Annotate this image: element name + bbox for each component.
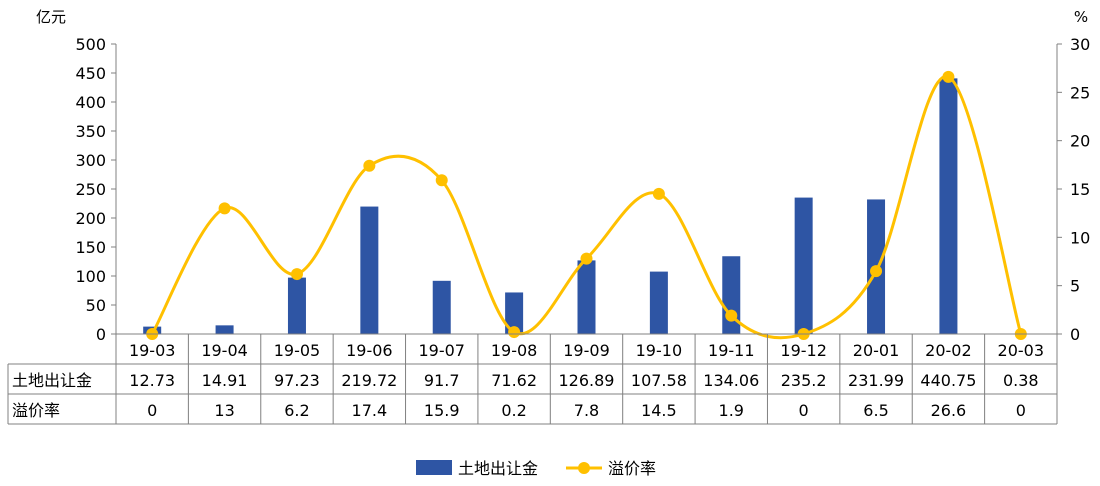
legend-line-marker [578, 462, 590, 474]
bar [360, 206, 379, 334]
right-tick-label: 30 [1070, 35, 1090, 54]
bar [215, 325, 234, 334]
right-axis: 0 5 10 15 20 25 30 [1056, 35, 1090, 344]
legend-bar-swatch [416, 460, 452, 475]
right-tick-label: 10 [1070, 228, 1090, 247]
table-cell: 235.2 [781, 371, 827, 390]
table-cell: 0.38 [1003, 371, 1039, 390]
category-label: 19-08 [491, 341, 538, 360]
legend-line-label: 溢价率 [608, 459, 656, 478]
left-tick-label: 400 [75, 93, 106, 112]
table-cell: 107.58 [631, 371, 687, 390]
left-axis: 0 50 100 150 200 250 300 350 400 450 500 [75, 35, 117, 344]
right-axis-unit: % [1074, 8, 1088, 26]
category-label: 19-11 [708, 341, 755, 360]
table-cell: 0 [147, 401, 157, 420]
bar [939, 78, 958, 335]
category-label: 19-09 [563, 341, 610, 360]
left-tick-label: 300 [75, 151, 106, 170]
table-cell: 91.7 [424, 371, 460, 390]
bar [287, 277, 306, 334]
right-tick-label: 15 [1070, 180, 1090, 199]
line-point [218, 202, 231, 215]
table-cell: 6.5 [863, 401, 888, 420]
table-cell: 231.99 [848, 371, 904, 390]
right-tick-label: 0 [1070, 325, 1080, 344]
table-cell: 71.62 [491, 371, 537, 390]
left-tick-label: 200 [75, 209, 106, 228]
category-label: 19-12 [780, 341, 827, 360]
table-cell: 14.5 [641, 401, 677, 420]
legend: 土地出让金 溢价率 [416, 459, 656, 478]
category-label: 20-03 [998, 341, 1045, 360]
left-tick-label: 450 [75, 64, 106, 83]
bar [794, 197, 813, 334]
table-cell: 26.6 [931, 401, 967, 420]
category-label: 19-04 [201, 341, 248, 360]
category-label: 19-05 [274, 341, 321, 360]
table-cell: 1.9 [719, 401, 744, 420]
line-point [363, 159, 376, 172]
left-tick-label: 100 [75, 267, 106, 286]
line-point [435, 174, 448, 187]
left-tick-label: 350 [75, 122, 106, 141]
left-tick-label: 250 [75, 180, 106, 199]
left-axis-unit: 亿元 [36, 8, 66, 26]
table-cell: 15.9 [424, 401, 460, 420]
right-tick-label: 5 [1070, 277, 1080, 296]
right-tick-label: 20 [1070, 132, 1090, 151]
data-table: 19-03 19-04 19-05 19-06 19-07 19-08 19-09 19-10… [7, 333, 1058, 425]
line-point [580, 252, 593, 265]
bar [505, 292, 524, 334]
line-point [508, 326, 521, 339]
table-cell: 7.8 [574, 401, 599, 420]
left-tick-label: 500 [75, 35, 106, 54]
left-tick-label: 50 [86, 296, 106, 315]
bar [649, 271, 668, 334]
table-cell: 134.06 [703, 371, 759, 390]
table-cell: 126.89 [559, 371, 615, 390]
table-cell: 219.72 [341, 371, 397, 390]
legend-bar-label: 土地出让金 [458, 459, 538, 478]
table-cell: 13 [214, 401, 234, 420]
category-label: 19-10 [636, 341, 683, 360]
line-point [290, 268, 303, 281]
right-tick-label: 25 [1070, 83, 1090, 102]
category-label: 20-02 [925, 341, 972, 360]
category-label: 19-06 [346, 341, 393, 360]
bar [577, 260, 596, 334]
table-cell: 0 [1016, 401, 1026, 420]
table-cell: 17.4 [352, 401, 388, 420]
bar-series [143, 78, 1030, 335]
line-point [942, 70, 955, 83]
table-cell: 12.73 [129, 371, 175, 390]
table-cell: 440.75 [920, 371, 976, 390]
table-cell: 0 [799, 401, 809, 420]
category-label: 19-03 [129, 341, 176, 360]
category-label: 20-01 [853, 341, 900, 360]
line-point [870, 265, 883, 278]
left-tick-label: 150 [75, 238, 106, 257]
line-point [725, 309, 738, 322]
left-tick-label: 0 [96, 325, 106, 344]
table-cell: 0.2 [501, 401, 526, 420]
category-label: 19-07 [418, 341, 465, 360]
line-point [652, 187, 665, 200]
table-cell: 6.2 [284, 401, 309, 420]
table-cell: 97.23 [274, 371, 320, 390]
table-cell: 14.91 [202, 371, 248, 390]
table-row-header: 土地出让金 [12, 371, 92, 390]
bar [432, 280, 451, 334]
table-row-header: 溢价率 [12, 401, 60, 420]
